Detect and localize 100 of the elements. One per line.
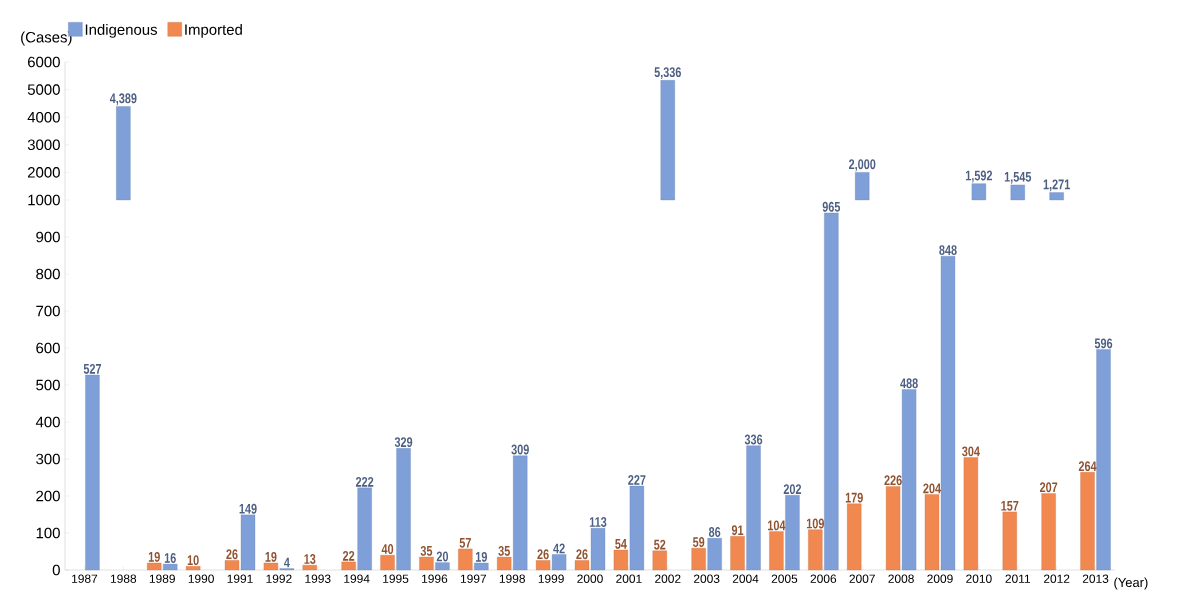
bar	[185, 566, 201, 571]
bar	[629, 485, 645, 571]
bar	[240, 514, 256, 571]
y-tick-label: 900	[36, 231, 60, 243]
bar	[85, 374, 100, 571]
data-label: 204	[923, 483, 941, 494]
bar	[652, 550, 667, 571]
x-tick-label: 1998	[499, 574, 525, 583]
bar	[435, 562, 450, 571]
data-label: 264	[1078, 461, 1097, 472]
bar	[746, 445, 761, 571]
x-tick-label: 1995	[383, 574, 409, 583]
x-tick-label: 1987	[72, 574, 98, 583]
bar	[419, 556, 434, 571]
data-label: 26	[576, 549, 588, 560]
bar	[785, 495, 800, 571]
data-label: 227	[628, 475, 646, 485]
y-tick-label: 4000	[27, 111, 60, 123]
data-label: 20	[436, 551, 449, 562]
data-label: 1,271	[1043, 179, 1070, 192]
y-tick-label: 100	[36, 527, 60, 539]
bar	[574, 560, 590, 571]
x-tick-label: 2002	[655, 574, 681, 583]
x-tick-label: 1989	[149, 574, 175, 583]
x-tick-label: 1993	[305, 574, 331, 583]
bar	[380, 555, 395, 571]
data-label: 35	[420, 545, 433, 556]
data-label: 104	[768, 520, 786, 531]
x-tick-label: 2001	[616, 574, 642, 583]
data-label: 10	[187, 555, 199, 566]
bar	[163, 563, 178, 571]
x-tick-label: 1994	[344, 574, 370, 583]
x-tick-label: 2010	[966, 574, 992, 583]
data-label: 157	[1001, 500, 1019, 511]
data-label: 59	[692, 537, 705, 547]
y-tick-label: 2000	[27, 167, 60, 178]
data-label: 207	[1039, 482, 1058, 493]
data-label: 304	[962, 446, 980, 457]
bar	[551, 554, 567, 571]
bar	[885, 486, 901, 571]
data-label: 226	[884, 475, 902, 486]
data-label: 1,545	[1004, 172, 1032, 184]
y-tick-label: 500	[36, 379, 60, 391]
data-label: 179	[845, 492, 863, 503]
x-tick-label: 1988	[110, 574, 137, 583]
bar	[924, 494, 940, 571]
y-tick-label: 1000	[28, 194, 60, 206]
bar	[497, 556, 512, 571]
data-label: 113	[589, 517, 607, 527]
bar	[147, 562, 162, 571]
bar	[1080, 472, 1095, 571]
data-label: 527	[83, 363, 102, 374]
x-tick-label: 1996	[422, 574, 448, 583]
bar	[396, 448, 411, 571]
data-label: 19	[475, 551, 487, 562]
data-label: 91	[731, 525, 744, 536]
data-label: 336	[744, 434, 763, 445]
bar	[691, 548, 706, 571]
bar	[535, 560, 551, 571]
bar	[613, 549, 629, 571]
x-tick-label: 2005	[771, 574, 798, 583]
x-tick-label: 2011	[1005, 574, 1031, 583]
bar	[1041, 493, 1056, 571]
x-tick-label: 2006	[810, 574, 837, 583]
data-label: 13	[304, 554, 316, 564]
bar	[1096, 349, 1111, 571]
y-tick-label: 300	[36, 453, 60, 465]
y-tick-label: 700	[36, 305, 60, 317]
x-tick-label: 1997	[460, 574, 487, 583]
data-label: 1,592	[965, 170, 993, 183]
data-label: 22	[342, 550, 355, 561]
bar	[458, 548, 473, 571]
bar	[590, 528, 606, 571]
bar	[769, 531, 784, 571]
data-label: 19	[148, 551, 160, 562]
bar	[341, 561, 356, 571]
data-label: 202	[783, 484, 802, 495]
y-tick-label: 800	[36, 268, 60, 280]
data-label: 26	[537, 549, 549, 560]
x-tick-label: 1991	[227, 574, 253, 583]
data-label: 54	[615, 539, 627, 549]
bar	[263, 562, 279, 571]
data-label: 149	[239, 503, 257, 514]
y-tick-label: 400	[35, 416, 60, 428]
x-tick-label: 1999	[538, 574, 564, 583]
data-label: 4,389	[109, 93, 137, 106]
x-tick-label: 1990	[188, 574, 214, 583]
bar	[357, 487, 372, 571]
data-label: 309	[511, 444, 529, 455]
data-label: 109	[806, 518, 824, 529]
x-tick-label: 2013	[1082, 574, 1109, 583]
bar	[847, 503, 862, 571]
data-label: 5,336	[654, 67, 681, 80]
x-tick-label: 2012	[1043, 574, 1070, 583]
data-label: 26	[226, 549, 238, 560]
y-tick-label: 5000	[27, 84, 60, 95]
data-label: 52	[654, 539, 666, 550]
data-label: 35	[498, 545, 510, 556]
data-label: 488	[900, 378, 918, 389]
data-label: 2,000	[848, 159, 876, 172]
